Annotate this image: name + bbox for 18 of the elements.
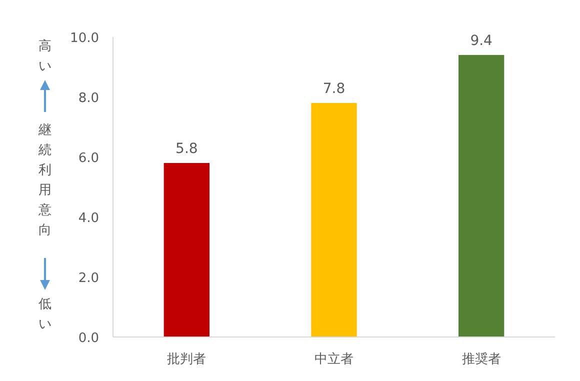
bar (458, 55, 504, 337)
y-tick-label: 0.0 (78, 331, 99, 346)
y-tick-label: 8.0 (78, 91, 99, 106)
y-tick-label: 4.0 (78, 211, 99, 226)
data-label: 9.4 (470, 33, 493, 49)
text: 低い (38, 297, 52, 332)
x-tick-label: 中立者 (314, 351, 354, 367)
bar (311, 103, 357, 337)
data-label: 5.8 (176, 141, 198, 157)
text: 高い (38, 38, 52, 74)
y-tick-label: 2.0 (78, 271, 99, 286)
x-tick-label: 批判者 (167, 352, 206, 367)
x-tick-label: 推奨者 (462, 352, 501, 367)
y-axis-title: 継続利用意向 (38, 123, 52, 238)
bar (164, 163, 210, 337)
y-tick-label: 6.0 (78, 151, 99, 166)
y-tick-label: 10.0 (70, 31, 99, 46)
data-label: 7.8 (322, 81, 346, 97)
